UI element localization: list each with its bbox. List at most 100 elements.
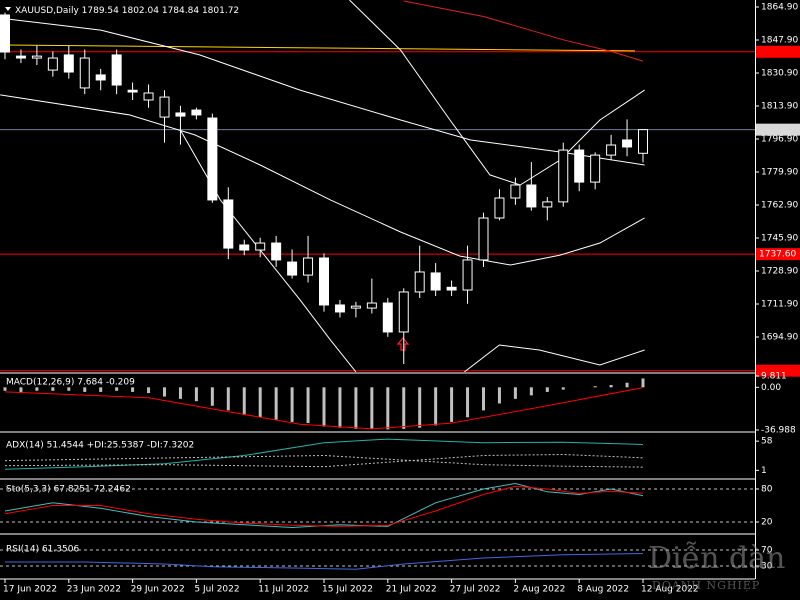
x-tick-label: 21 Jul 2022 <box>386 585 437 595</box>
y-tick-label: 20 <box>761 518 773 528</box>
candle-body <box>478 217 489 261</box>
histogram-bar <box>370 387 374 429</box>
y-tick-label: 9.811 <box>761 372 787 382</box>
indicator-line <box>4 485 644 527</box>
x-tick-label: 12 Aug 2022 <box>641 585 699 595</box>
y-tick-label: 1847.90 <box>761 35 798 45</box>
menu-arrow[interactable] <box>5 7 11 11</box>
header-close: 1801.72 <box>202 6 239 16</box>
candle-body <box>350 305 361 309</box>
candle-body <box>446 286 457 291</box>
indicator-line <box>4 387 644 430</box>
y-tick-label: 1779.90 <box>761 167 798 177</box>
candle-body <box>526 184 537 208</box>
y-tick-label: 1 <box>761 466 767 476</box>
candle-body <box>271 242 282 261</box>
histogram-bar <box>226 387 230 411</box>
y-tick-label: 1813.90 <box>761 101 798 111</box>
candle-body <box>574 149 585 183</box>
candle-body <box>111 54 122 86</box>
histogram-bar <box>210 387 214 406</box>
histogram-bar <box>545 387 549 392</box>
candle-body <box>542 201 553 208</box>
histogram-bar <box>402 387 406 429</box>
indicator-line <box>4 44 636 52</box>
candle-body <box>63 54 74 73</box>
x-tick-label: 2 Aug 2022 <box>513 585 565 595</box>
histogram-bar <box>115 387 119 391</box>
candle-body <box>15 55 26 59</box>
candle-body <box>334 304 345 313</box>
indicator-line <box>0 17 645 166</box>
y-tick-label: 70 <box>761 546 773 556</box>
histogram-bar <box>35 387 39 391</box>
histogram-bar <box>482 387 485 411</box>
pane-frames <box>0 0 756 580</box>
histogram-bar <box>338 387 342 428</box>
header-open: 1789.54 <box>82 6 119 16</box>
candle-body <box>207 117 218 201</box>
level-label-box <box>756 248 800 261</box>
histogram-bar <box>67 387 71 391</box>
y-tick-label: 0.00 <box>761 383 781 393</box>
indicator-line <box>5 553 644 570</box>
watermark-title: Diễn đàn <box>648 541 785 576</box>
indicator-line <box>4 454 644 468</box>
candle-body <box>638 129 648 154</box>
candle-body <box>398 291 409 333</box>
candle-body <box>159 96 170 118</box>
candle-body <box>143 92 154 101</box>
candle-body <box>191 109 202 116</box>
level-label-box <box>756 45 800 58</box>
x-tick-label: 29 Jun 2022 <box>131 585 185 595</box>
main-pane <box>0 0 755 372</box>
x-tick-label: 27 Jul 2022 <box>450 585 501 595</box>
histogram-bar <box>194 387 198 402</box>
histogram-bar <box>19 387 23 392</box>
x-tick-label: 23 Jun 2022 <box>67 585 121 595</box>
x-tick-label: 8 Aug 2022 <box>577 585 629 595</box>
candle-body <box>494 197 505 219</box>
y-tick-label: 1745.90 <box>761 233 798 243</box>
candle-body <box>606 144 617 156</box>
x-tick-label: 11 Jul 2022 <box>258 585 309 595</box>
y-tick-label: -36.988 <box>761 426 796 436</box>
level-label-box <box>756 364 800 377</box>
histogram-bar <box>147 387 151 394</box>
candle-body <box>239 244 250 251</box>
y-tick-label: 1830.90 <box>761 68 798 78</box>
candle-body <box>510 184 521 199</box>
indicator-line <box>4 453 644 468</box>
indicator-label: MACD(12,26,9) 7.684 -0.209 <box>6 378 135 388</box>
histogram-bar <box>242 387 246 416</box>
histogram-bar <box>561 387 565 390</box>
indicator-line <box>403 0 644 62</box>
histogram-bar <box>178 387 182 399</box>
candle-body <box>303 257 314 276</box>
histogram-bar <box>625 382 629 388</box>
x-tick-label: 5 Jul 2022 <box>194 585 239 595</box>
symbol: XAUUSD,Daily <box>15 6 79 16</box>
candle-body <box>47 57 58 71</box>
histogram-bar <box>529 387 533 396</box>
y-tick-label: 1762.90 <box>761 200 798 210</box>
histogram-bar <box>258 387 262 418</box>
histogram-bar <box>163 387 166 397</box>
level-label-box <box>756 123 800 136</box>
histogram-bar <box>131 387 135 392</box>
candle-body <box>462 259 473 291</box>
candle-body <box>382 302 393 333</box>
candle-body <box>590 154 601 183</box>
histogram-bar <box>290 387 294 422</box>
indicator-line <box>349 0 645 186</box>
x-tick-label: 17 Jun 2022 <box>3 585 57 595</box>
indicator-label: ADX(14) 51.4544 +DI:25.5387 -DI:7.3202 <box>6 441 194 451</box>
candle-body <box>319 257 329 306</box>
histogram-bar <box>83 387 87 392</box>
candle-body <box>414 271 425 293</box>
candle-body <box>366 302 377 309</box>
histogram-bar <box>466 387 470 418</box>
histogram-bar <box>99 387 103 392</box>
